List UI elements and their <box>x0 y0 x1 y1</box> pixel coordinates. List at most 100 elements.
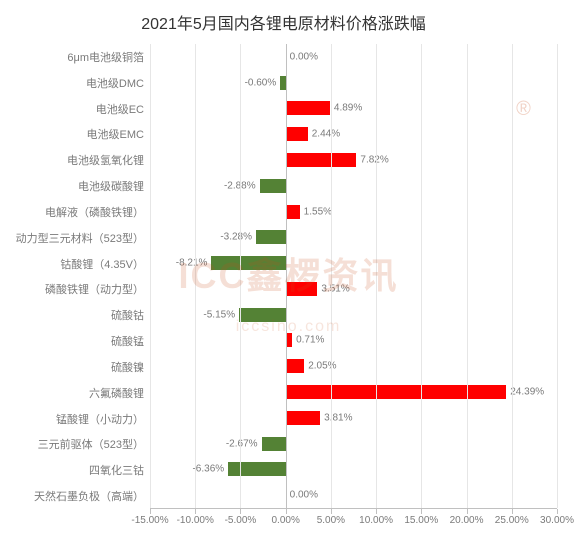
y-axis-label: 电解液（磷酸铁锂） <box>10 199 150 225</box>
bar <box>256 230 286 244</box>
gridline <box>376 44 377 508</box>
y-axis-label: 硫酸锰 <box>10 328 150 354</box>
y-axis-label: 电池级DMC <box>10 70 150 96</box>
y-axis-label: 动力型三元材料（523型） <box>10 225 150 251</box>
bar-row: 4.89% <box>150 96 557 122</box>
x-tick-mark <box>286 509 287 514</box>
bar-value-label: -2.67% <box>226 438 258 449</box>
bar-value-label: 0.00% <box>290 490 318 501</box>
bar <box>228 462 286 476</box>
gridline <box>512 44 513 508</box>
y-axis-label: 电池级EMC <box>10 121 150 147</box>
y-axis-label: 电池级EC <box>10 96 150 122</box>
bar-row: -3.28% <box>150 224 557 250</box>
bar <box>211 256 285 270</box>
bar <box>260 179 286 193</box>
bar-row: -2.88% <box>150 173 557 199</box>
x-tick-label: -10.00% <box>177 515 214 526</box>
bar-row: 7.82% <box>150 147 557 173</box>
x-tick-label: 10.00% <box>359 515 393 526</box>
bar-row: 2.44% <box>150 121 557 147</box>
y-axis-label: 天然石墨负极（高端） <box>10 483 150 509</box>
bar-value-label: 1.55% <box>304 206 332 217</box>
bar-row: -2.67% <box>150 431 557 457</box>
x-tick-label: 20.00% <box>450 515 484 526</box>
y-axis-label: 磷酸铁锂（动力型） <box>10 276 150 302</box>
bar <box>286 359 305 373</box>
bar-value-label: 7.82% <box>360 155 388 166</box>
bar-value-label: -6.36% <box>192 464 224 475</box>
x-tick-mark <box>150 509 151 514</box>
bar-row: -8.21% <box>150 250 557 276</box>
x-tick-mark <box>467 509 468 514</box>
x-tick-mark <box>195 509 196 514</box>
bar-value-label: 3.81% <box>324 412 352 423</box>
x-tick-label: 15.00% <box>404 515 438 526</box>
gridline <box>331 44 332 508</box>
plot-wrap: 6μm电池级铜箔电池级DMC电池级EC电池级EMC电池级氢氧化锂电池级碳酸锂电解… <box>10 44 557 509</box>
x-tick-mark <box>331 509 332 514</box>
y-axis-label: 电池级碳酸锂 <box>10 173 150 199</box>
chart-title: 2021年5月国内各锂电原材料价格涨跌幅 <box>10 10 557 34</box>
x-axis: -15.00%-10.00%-5.00%0.00%5.00%10.00%15.0… <box>150 509 557 539</box>
x-tick-label: 25.00% <box>495 515 529 526</box>
bar-row: 0.71% <box>150 328 557 354</box>
bar-value-label: 0.71% <box>296 335 324 346</box>
bar-row: 3.81% <box>150 405 557 431</box>
x-tick-label: 5.00% <box>317 515 345 526</box>
x-tick-label: 0.00% <box>271 515 299 526</box>
bar-value-label: 24.39% <box>510 387 544 398</box>
gridline <box>150 44 151 508</box>
y-axis-label: 六氟磷酸锂 <box>10 380 150 406</box>
zero-line <box>286 44 287 508</box>
bar <box>286 205 300 219</box>
bar-row: 24.39% <box>150 379 557 405</box>
y-axis-label: 硫酸钴 <box>10 302 150 328</box>
gridline <box>421 44 422 508</box>
bar-value-label: -0.60% <box>245 77 277 88</box>
x-tick-mark <box>557 509 558 514</box>
bar-row: -0.60% <box>150 70 557 96</box>
bar <box>286 282 318 296</box>
bar-value-label: 4.89% <box>334 103 362 114</box>
x-tick-label: 30.00% <box>540 515 574 526</box>
bar-row: -6.36% <box>150 457 557 483</box>
y-axis-label: 电池级氢氧化锂 <box>10 147 150 173</box>
x-tick-mark <box>512 509 513 514</box>
y-axis-label: 钴酸锂（4.35V） <box>10 251 150 277</box>
bar-value-label: -8.21% <box>176 258 208 269</box>
gridline <box>467 44 468 508</box>
gridline <box>195 44 196 508</box>
gridline <box>557 44 558 508</box>
y-axis-label: 锰酸锂（小动力） <box>10 406 150 432</box>
bar-value-label: -5.15% <box>203 309 235 320</box>
y-axis-label: 三元前驱体（523型） <box>10 431 150 457</box>
bar <box>286 127 308 141</box>
x-tick-mark <box>240 509 241 514</box>
bar <box>286 153 357 167</box>
y-axis-label: 6μm电池级铜箔 <box>10 44 150 70</box>
bar-row: 1.55% <box>150 199 557 225</box>
bar-row: 0.00% <box>150 44 557 70</box>
bar <box>286 411 320 425</box>
y-axis-label: 四氧化三钴 <box>10 457 150 483</box>
bar <box>262 437 286 451</box>
y-axis-labels: 6μm电池级铜箔电池级DMC电池级EC电池级EMC电池级氢氧化锂电池级碳酸锂电解… <box>10 44 150 509</box>
bar <box>239 308 286 322</box>
bar-value-label: 2.05% <box>308 361 336 372</box>
y-axis-label: 硫酸镍 <box>10 354 150 380</box>
bar-value-label: 0.00% <box>290 51 318 62</box>
bar-row: 2.05% <box>150 353 557 379</box>
plot-area: 0.00% -0.60% 4.89% 2.44% 7.82% -2.88% 1.55% -3.… <box>150 44 557 509</box>
x-tick-mark <box>421 509 422 514</box>
bar-row: 0.00% <box>150 482 557 508</box>
bar <box>286 101 330 115</box>
x-tick-mark <box>376 509 377 514</box>
bars-layer: 0.00% -0.60% 4.89% 2.44% 7.82% -2.88% 1.55% -3.… <box>150 44 557 508</box>
bar-value-label: -3.28% <box>220 232 252 243</box>
bar-row: 3.51% <box>150 276 557 302</box>
bar-value-label: 3.51% <box>321 283 349 294</box>
gridline <box>240 44 241 508</box>
chart-container: 2021年5月国内各锂电原材料价格涨跌幅 ICC鑫椤资讯 iccsino.com… <box>0 0 577 545</box>
x-tick-label: -15.00% <box>131 515 168 526</box>
